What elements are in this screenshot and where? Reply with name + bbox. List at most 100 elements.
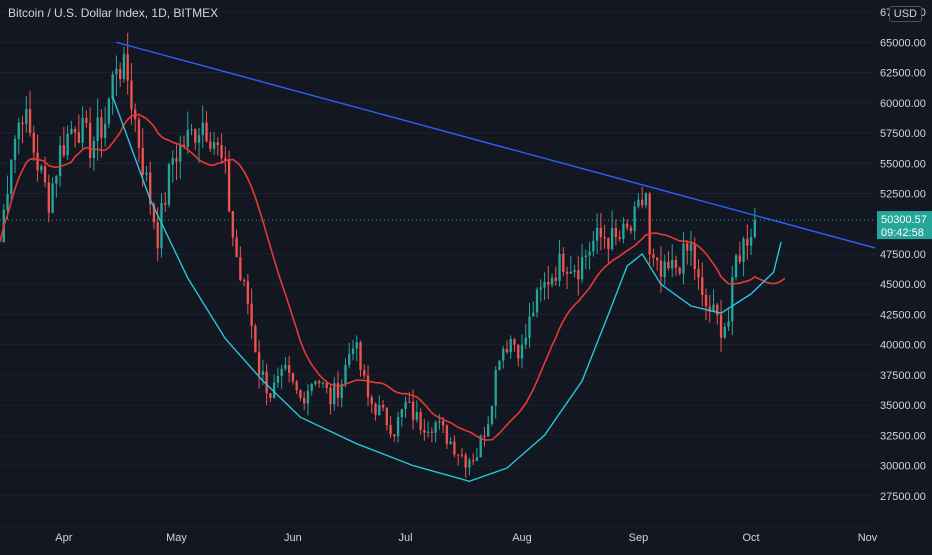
candle-body xyxy=(284,365,287,369)
currency-button[interactable]: USD xyxy=(888,6,922,22)
candle-body xyxy=(246,281,250,304)
candle-body xyxy=(359,342,362,370)
candle-body xyxy=(55,176,58,184)
candle-body xyxy=(333,383,336,405)
candle-body xyxy=(577,270,580,280)
price-tick-label: 57500.00 xyxy=(880,128,926,140)
candle-body xyxy=(179,144,182,162)
candle-body xyxy=(629,227,633,232)
candle-body xyxy=(291,372,295,382)
candle-body xyxy=(242,279,246,282)
candle-body xyxy=(524,337,527,345)
candle-body xyxy=(224,158,227,161)
candle-body xyxy=(686,243,689,251)
candle-body xyxy=(209,141,212,149)
candle-body xyxy=(456,454,460,456)
candle-body xyxy=(32,132,35,153)
candle-body xyxy=(81,117,84,143)
candle-body xyxy=(119,68,122,80)
candle-body xyxy=(152,204,156,223)
candle-body xyxy=(280,368,283,376)
candle-body xyxy=(460,454,464,456)
candle-body xyxy=(325,382,328,388)
candle-body xyxy=(637,199,640,207)
candle-body xyxy=(652,254,655,258)
candle-body xyxy=(329,387,332,405)
candle-body xyxy=(254,326,257,353)
candle-body xyxy=(85,117,88,123)
candle-body xyxy=(96,117,99,141)
candle-body xyxy=(573,270,576,272)
candle-body xyxy=(565,271,569,274)
candle-body xyxy=(231,211,234,238)
price-tick-label: 32500.00 xyxy=(880,430,926,442)
candle-body xyxy=(366,375,370,398)
candle-body xyxy=(547,281,550,285)
candle-body xyxy=(70,128,73,134)
candle-body xyxy=(122,54,126,80)
candle-body xyxy=(468,460,471,468)
price-tick-label: 42500.00 xyxy=(880,309,926,321)
candle-body xyxy=(36,152,39,171)
candle-body xyxy=(66,133,69,156)
candle-body xyxy=(742,238,745,262)
candle-body xyxy=(156,222,159,249)
price-tick-label: 30000.00 xyxy=(880,461,926,473)
candle-body xyxy=(321,382,325,384)
candle-body xyxy=(126,54,129,81)
candle-body xyxy=(535,289,539,313)
candle-body xyxy=(716,304,719,315)
candle-body xyxy=(303,397,306,404)
candle-body xyxy=(13,139,17,160)
candle-body xyxy=(77,132,81,143)
current-price-value: 50300.57 xyxy=(881,214,927,226)
time-tick-label: Sep xyxy=(629,532,649,544)
candle-body xyxy=(663,261,666,277)
time-tick-label: Nov xyxy=(858,532,878,544)
grid xyxy=(0,11,875,527)
candle-body xyxy=(28,109,32,133)
candle-body xyxy=(194,129,197,143)
candle-body xyxy=(130,80,133,110)
candle-body xyxy=(182,144,186,147)
candle-body xyxy=(235,237,238,258)
candle-body xyxy=(111,74,114,99)
time-tick-label: Jul xyxy=(399,532,413,544)
candle-body xyxy=(430,431,434,433)
candle-body xyxy=(689,243,693,251)
candle-body xyxy=(348,354,351,365)
candle-body xyxy=(738,255,741,262)
candle-body xyxy=(269,393,272,399)
candle-body xyxy=(378,405,381,416)
candle-body xyxy=(625,223,629,228)
candle-body xyxy=(272,382,276,399)
candle-body xyxy=(682,243,685,274)
candle-body xyxy=(385,407,388,426)
candle-body xyxy=(678,267,681,274)
candle-body xyxy=(727,321,730,327)
candle-body xyxy=(314,381,317,385)
candle-body xyxy=(622,223,625,239)
candle-body xyxy=(411,401,415,420)
candle-body xyxy=(340,384,343,398)
resistance-trendline xyxy=(116,41,876,249)
candle-body xyxy=(145,172,148,175)
candle-body xyxy=(250,303,253,327)
candle-body xyxy=(749,236,753,246)
price-tick-label: 47500.00 xyxy=(880,249,926,261)
candle-body xyxy=(697,269,700,278)
candle-body xyxy=(667,261,670,269)
candle-body xyxy=(502,348,505,361)
candle-body xyxy=(719,314,723,338)
candle-body xyxy=(299,389,302,398)
candle-body xyxy=(648,193,651,255)
price-tick-label: 45000.00 xyxy=(880,279,926,291)
candle-body xyxy=(62,145,66,156)
candle-body xyxy=(498,360,501,371)
candle-body xyxy=(295,381,298,390)
symbol-title: Bitcoin / U.S. Dollar Index, 1D, BITMEX xyxy=(8,6,219,20)
candles xyxy=(2,32,756,478)
candle-body xyxy=(693,243,696,270)
